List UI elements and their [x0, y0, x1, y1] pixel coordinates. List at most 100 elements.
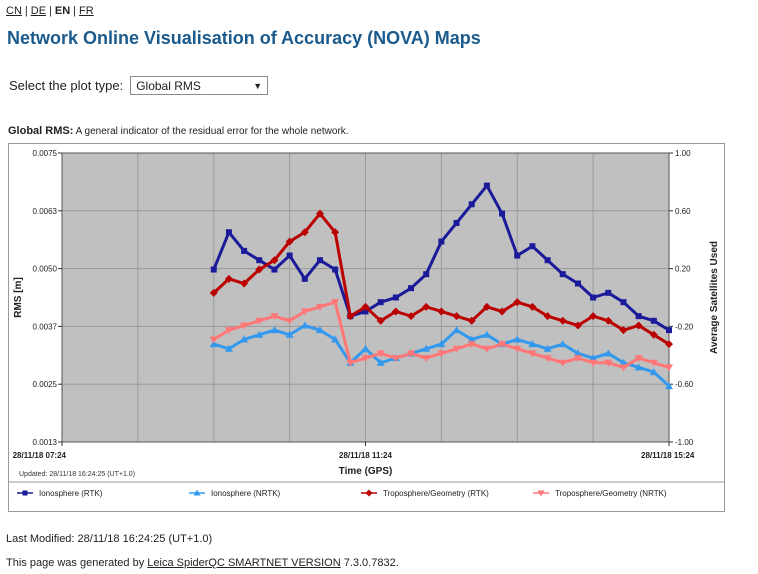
data-point-0	[225, 229, 232, 236]
data-point-3	[589, 359, 598, 367]
data-point-2	[619, 326, 628, 335]
data-point-2	[285, 237, 294, 246]
data-point-1	[209, 340, 218, 348]
data-point-1	[437, 340, 446, 348]
data-point-1	[482, 330, 491, 338]
data-point-2	[573, 321, 582, 330]
data-point-2	[589, 312, 598, 321]
data-point-3	[315, 303, 324, 311]
x-tick-label: 28/11/18 07:24	[13, 451, 67, 460]
data-point-0	[286, 252, 293, 259]
data-point-1	[528, 340, 537, 348]
data-point-0	[362, 308, 369, 315]
y-tick-label: 0.0013	[33, 438, 58, 447]
data-point-3	[665, 364, 673, 372]
data-point-1	[589, 354, 598, 362]
data-point-2	[255, 265, 264, 274]
data-point-3	[270, 313, 279, 321]
data-point-3	[285, 317, 294, 325]
data-point-1	[255, 330, 264, 338]
plot-type-row: Select the plot type: Global RMS ▼	[9, 76, 269, 95]
y-tick-label: 0.0050	[33, 265, 58, 274]
chart-caption-title: Global RMS:	[8, 125, 74, 137]
y2-tick-label: 1.00	[675, 149, 691, 158]
data-point-1	[665, 382, 673, 390]
data-point-0	[423, 271, 430, 278]
chart-frame: 0.0013 0.0025 0.0037 0.0050 0.0063 0.0075 -1.0…	[8, 143, 725, 512]
language-switcher: CN | DE | EN | FR	[6, 5, 94, 17]
data-point-2	[649, 330, 658, 339]
data-point-1	[513, 335, 522, 343]
data-point-3	[437, 350, 446, 358]
lang-link-fr[interactable]: FR	[79, 5, 94, 17]
spiderqc-link[interactable]: Leica SpiderQC SMARTNET VERSION	[147, 557, 341, 569]
data-point-3	[558, 359, 567, 367]
data-point-0	[499, 210, 506, 217]
y-tick-label: 0.0063	[33, 207, 58, 216]
data-point-2	[315, 209, 324, 218]
data-point-3	[513, 345, 522, 353]
data-point-0	[483, 182, 490, 189]
data-point-0	[316, 257, 323, 264]
legend-label: Troposphere/Geometry (NRTK)	[555, 489, 667, 498]
lang-separator: |	[73, 5, 77, 17]
lang-link-cn[interactable]: CN	[6, 5, 22, 17]
legend-label: Ionosphere (NRTK)	[211, 489, 281, 498]
y2-tick-label: 0.60	[675, 207, 691, 216]
data-point-1	[331, 335, 340, 343]
data-point-3	[255, 317, 264, 325]
data-point-3	[543, 355, 552, 363]
data-point-3	[300, 308, 309, 316]
data-point-2	[467, 316, 476, 325]
lang-separator: |	[24, 5, 28, 17]
plot-type-select[interactable]: Global RMS ▼	[130, 76, 269, 95]
legend-label: Ionosphere (RTK)	[39, 489, 103, 498]
lang-separator: |	[49, 5, 52, 17]
chart-caption-text: A general indicator of the residual erro…	[75, 126, 349, 137]
data-point-0	[210, 266, 217, 273]
last-modified: Last Modified: 28/11/18 16:24:25 (UT+1.0…	[6, 533, 213, 545]
chevron-down-icon: ▼	[253, 80, 263, 91]
data-point-0	[514, 252, 521, 259]
data-point-3	[619, 364, 628, 372]
data-point-0	[605, 289, 612, 296]
y2-tick-label: -0.20	[675, 322, 694, 331]
data-point-2	[331, 228, 340, 237]
data-point-1	[558, 340, 567, 348]
x-tick-label: 28/11/18 15:24	[641, 451, 695, 460]
data-point-3	[422, 355, 431, 363]
data-point-0	[559, 271, 566, 278]
data-point-1	[452, 326, 461, 334]
data-point-2	[407, 312, 416, 321]
y-tick-label: 0.0025	[33, 380, 58, 389]
data-point-3	[528, 350, 537, 358]
data-point-0	[574, 280, 581, 287]
data-point-0	[438, 238, 445, 245]
data-point-2	[224, 274, 233, 283]
data-point-3	[376, 350, 385, 358]
data-point-0	[241, 247, 248, 254]
data-point-2	[482, 302, 491, 311]
legend-marker	[537, 490, 545, 497]
data-point-1	[422, 344, 431, 352]
data-point-2	[300, 228, 309, 237]
data-point-3	[391, 355, 400, 363]
y2-axis-title: Average Satellites Used	[709, 241, 720, 354]
y-tick-label: 0.0075	[33, 149, 58, 158]
data-point-2	[361, 302, 370, 311]
data-point-3	[498, 341, 507, 349]
data-point-2	[376, 316, 385, 325]
data-point-3	[482, 345, 491, 353]
data-point-0	[544, 257, 551, 264]
lang-link-de[interactable]: DE	[30, 5, 47, 17]
page-title: Network Online Visualisation of Accuracy…	[7, 28, 481, 48]
data-point-2	[270, 256, 279, 265]
data-point-2	[346, 312, 355, 321]
data-point-2	[498, 307, 507, 316]
data-point-1	[240, 335, 249, 343]
data-point-1	[634, 363, 643, 371]
data-point-2	[604, 316, 613, 325]
data-point-1	[300, 321, 309, 329]
data-point-3	[240, 322, 249, 330]
data-point-2	[528, 302, 537, 311]
